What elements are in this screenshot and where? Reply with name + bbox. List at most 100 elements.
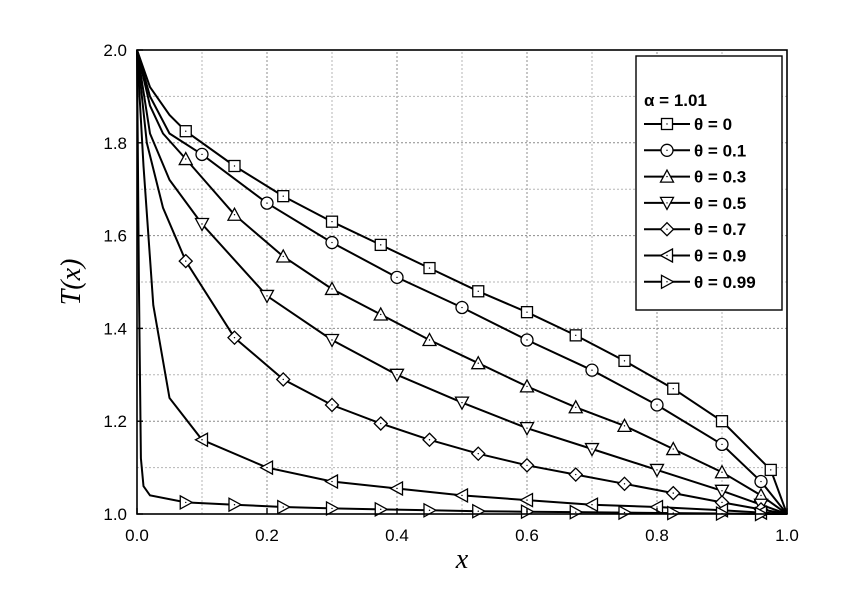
legend-box <box>635 55 783 311</box>
data-point-center-dot <box>477 362 479 364</box>
x-tick-label: 0.0 <box>125 526 149 545</box>
data-point-center-dot <box>331 288 333 290</box>
data-point-center-dot <box>428 509 431 511</box>
data-point-center-dot <box>672 448 674 450</box>
y-tick-label: 1.4 <box>103 319 127 338</box>
data-point-center-dot <box>666 123 668 125</box>
data-point-center-dot <box>233 165 236 167</box>
y-tick-label: 1.2 <box>103 412 127 431</box>
plot-frame <box>136 49 788 515</box>
data-point-center-dot <box>282 378 284 381</box>
data-point-center-dot <box>331 241 333 244</box>
data-point-center-dot <box>428 439 431 441</box>
data-point-center-dot <box>591 448 593 450</box>
y-tick-label: 2.0 <box>103 41 127 60</box>
data-point-center-dot <box>526 464 528 466</box>
data-point-center-dot <box>201 153 203 156</box>
data-point-center-dot <box>201 439 203 441</box>
series-triangle-up <box>136 49 788 515</box>
data-point-center-dot <box>721 490 723 492</box>
data-point-center-dot <box>282 195 284 197</box>
data-point-center-dot <box>380 422 382 425</box>
x-tick-label: 0.8 <box>645 526 669 545</box>
data-point-center-dot <box>282 255 284 258</box>
data-point-center-dot <box>477 510 479 512</box>
data-point-center-dot <box>331 339 333 341</box>
data-point-center-dot <box>331 404 333 406</box>
data-point-center-dot <box>591 369 593 371</box>
legend: α = 1.01 θ = 0 θ = 0.1 θ = 0.3 θ = 0.5 θ = 0.… <box>635 55 783 311</box>
data-point-center-dot <box>575 511 577 513</box>
data-point-center-dot <box>721 471 723 473</box>
data-point-center-dot <box>266 295 268 297</box>
legend-label: θ = 0.9 <box>694 247 746 266</box>
data-point-center-dot <box>185 260 187 262</box>
series-triangle-left <box>136 49 788 521</box>
data-point-center-dot <box>623 425 626 427</box>
data-point-center-dot <box>233 504 236 506</box>
legend-title: α = 1.01 <box>644 91 707 110</box>
legend-label: θ = 0.3 <box>694 168 746 187</box>
ticks: 0.0 0.2 0.4 0.6 0.8 1.0 1.0 1.2 1.4 1.6 1.8 2.0 <box>103 41 798 545</box>
data-point-center-dot <box>623 483 626 485</box>
data-point-center-dot <box>331 507 333 510</box>
data-point-center-dot <box>396 374 398 376</box>
data-point-center-dot <box>623 511 626 514</box>
data-point-center-dot <box>666 175 668 178</box>
data-point-center-dot <box>591 504 593 506</box>
y-tick-label: 1.8 <box>103 134 127 153</box>
data-point-center-dot <box>666 281 668 283</box>
x-axis-title: x <box>455 544 469 575</box>
data-point-center-dot <box>656 404 658 406</box>
data-point-center-dot <box>331 220 333 223</box>
data-point-center-dot <box>526 385 528 388</box>
data-point-center-dot <box>666 202 668 204</box>
series-triangle-down <box>136 49 788 515</box>
data-point-center-dot <box>380 313 382 316</box>
legend-label: θ = 0.5 <box>694 194 746 213</box>
data-point-center-dot <box>526 499 528 501</box>
data-point-center-dot <box>666 149 668 151</box>
data-point-center-dot <box>672 388 674 390</box>
series-circle <box>136 49 788 515</box>
legend-label: θ = 0 <box>694 115 732 134</box>
x-tick-label: 0.4 <box>385 526 409 545</box>
x-tick-label: 1.0 <box>775 526 799 545</box>
legend-label: θ = 0.1 <box>694 141 746 160</box>
data-point-center-dot <box>266 466 268 469</box>
data-point-center-dot <box>721 443 723 446</box>
y-tick-label: 1.6 <box>103 227 127 246</box>
data-point-center-dot <box>380 244 382 246</box>
series-line <box>136 49 788 515</box>
x-tick-label: 0.2 <box>255 526 279 545</box>
data-point-center-dot <box>428 267 431 269</box>
data-point-center-dot <box>656 506 658 508</box>
data-point-center-dot <box>526 427 528 429</box>
legend-label: θ = 0.7 <box>694 220 746 239</box>
data-point-center-dot <box>575 406 577 408</box>
data-point-center-dot <box>331 480 333 483</box>
data-point-center-dot <box>656 469 658 471</box>
data-point-center-dot <box>666 254 668 257</box>
series-square <box>136 49 788 515</box>
data-point-center-dot <box>666 228 668 230</box>
data-point-center-dot <box>428 339 431 341</box>
data-point-center-dot <box>721 501 723 504</box>
data-point-center-dot <box>721 420 723 422</box>
data-point-center-dot <box>760 480 762 483</box>
data-point-center-dot <box>526 339 528 341</box>
legend-label: θ = 0.99 <box>694 273 756 292</box>
data-point-center-dot <box>380 508 382 511</box>
x-tick-label: 0.6 <box>515 526 539 545</box>
data-point-center-dot <box>575 473 577 476</box>
data-point-center-dot <box>760 494 762 497</box>
data-point-center-dot <box>185 158 187 160</box>
data-point-center-dot <box>396 276 398 279</box>
y-tick-label: 1.0 <box>103 505 127 524</box>
data-point-center-dot <box>575 334 577 337</box>
data-point-center-dot <box>477 290 479 292</box>
series-line <box>136 49 788 515</box>
series-group <box>136 49 788 522</box>
data-point-center-dot <box>233 336 236 339</box>
